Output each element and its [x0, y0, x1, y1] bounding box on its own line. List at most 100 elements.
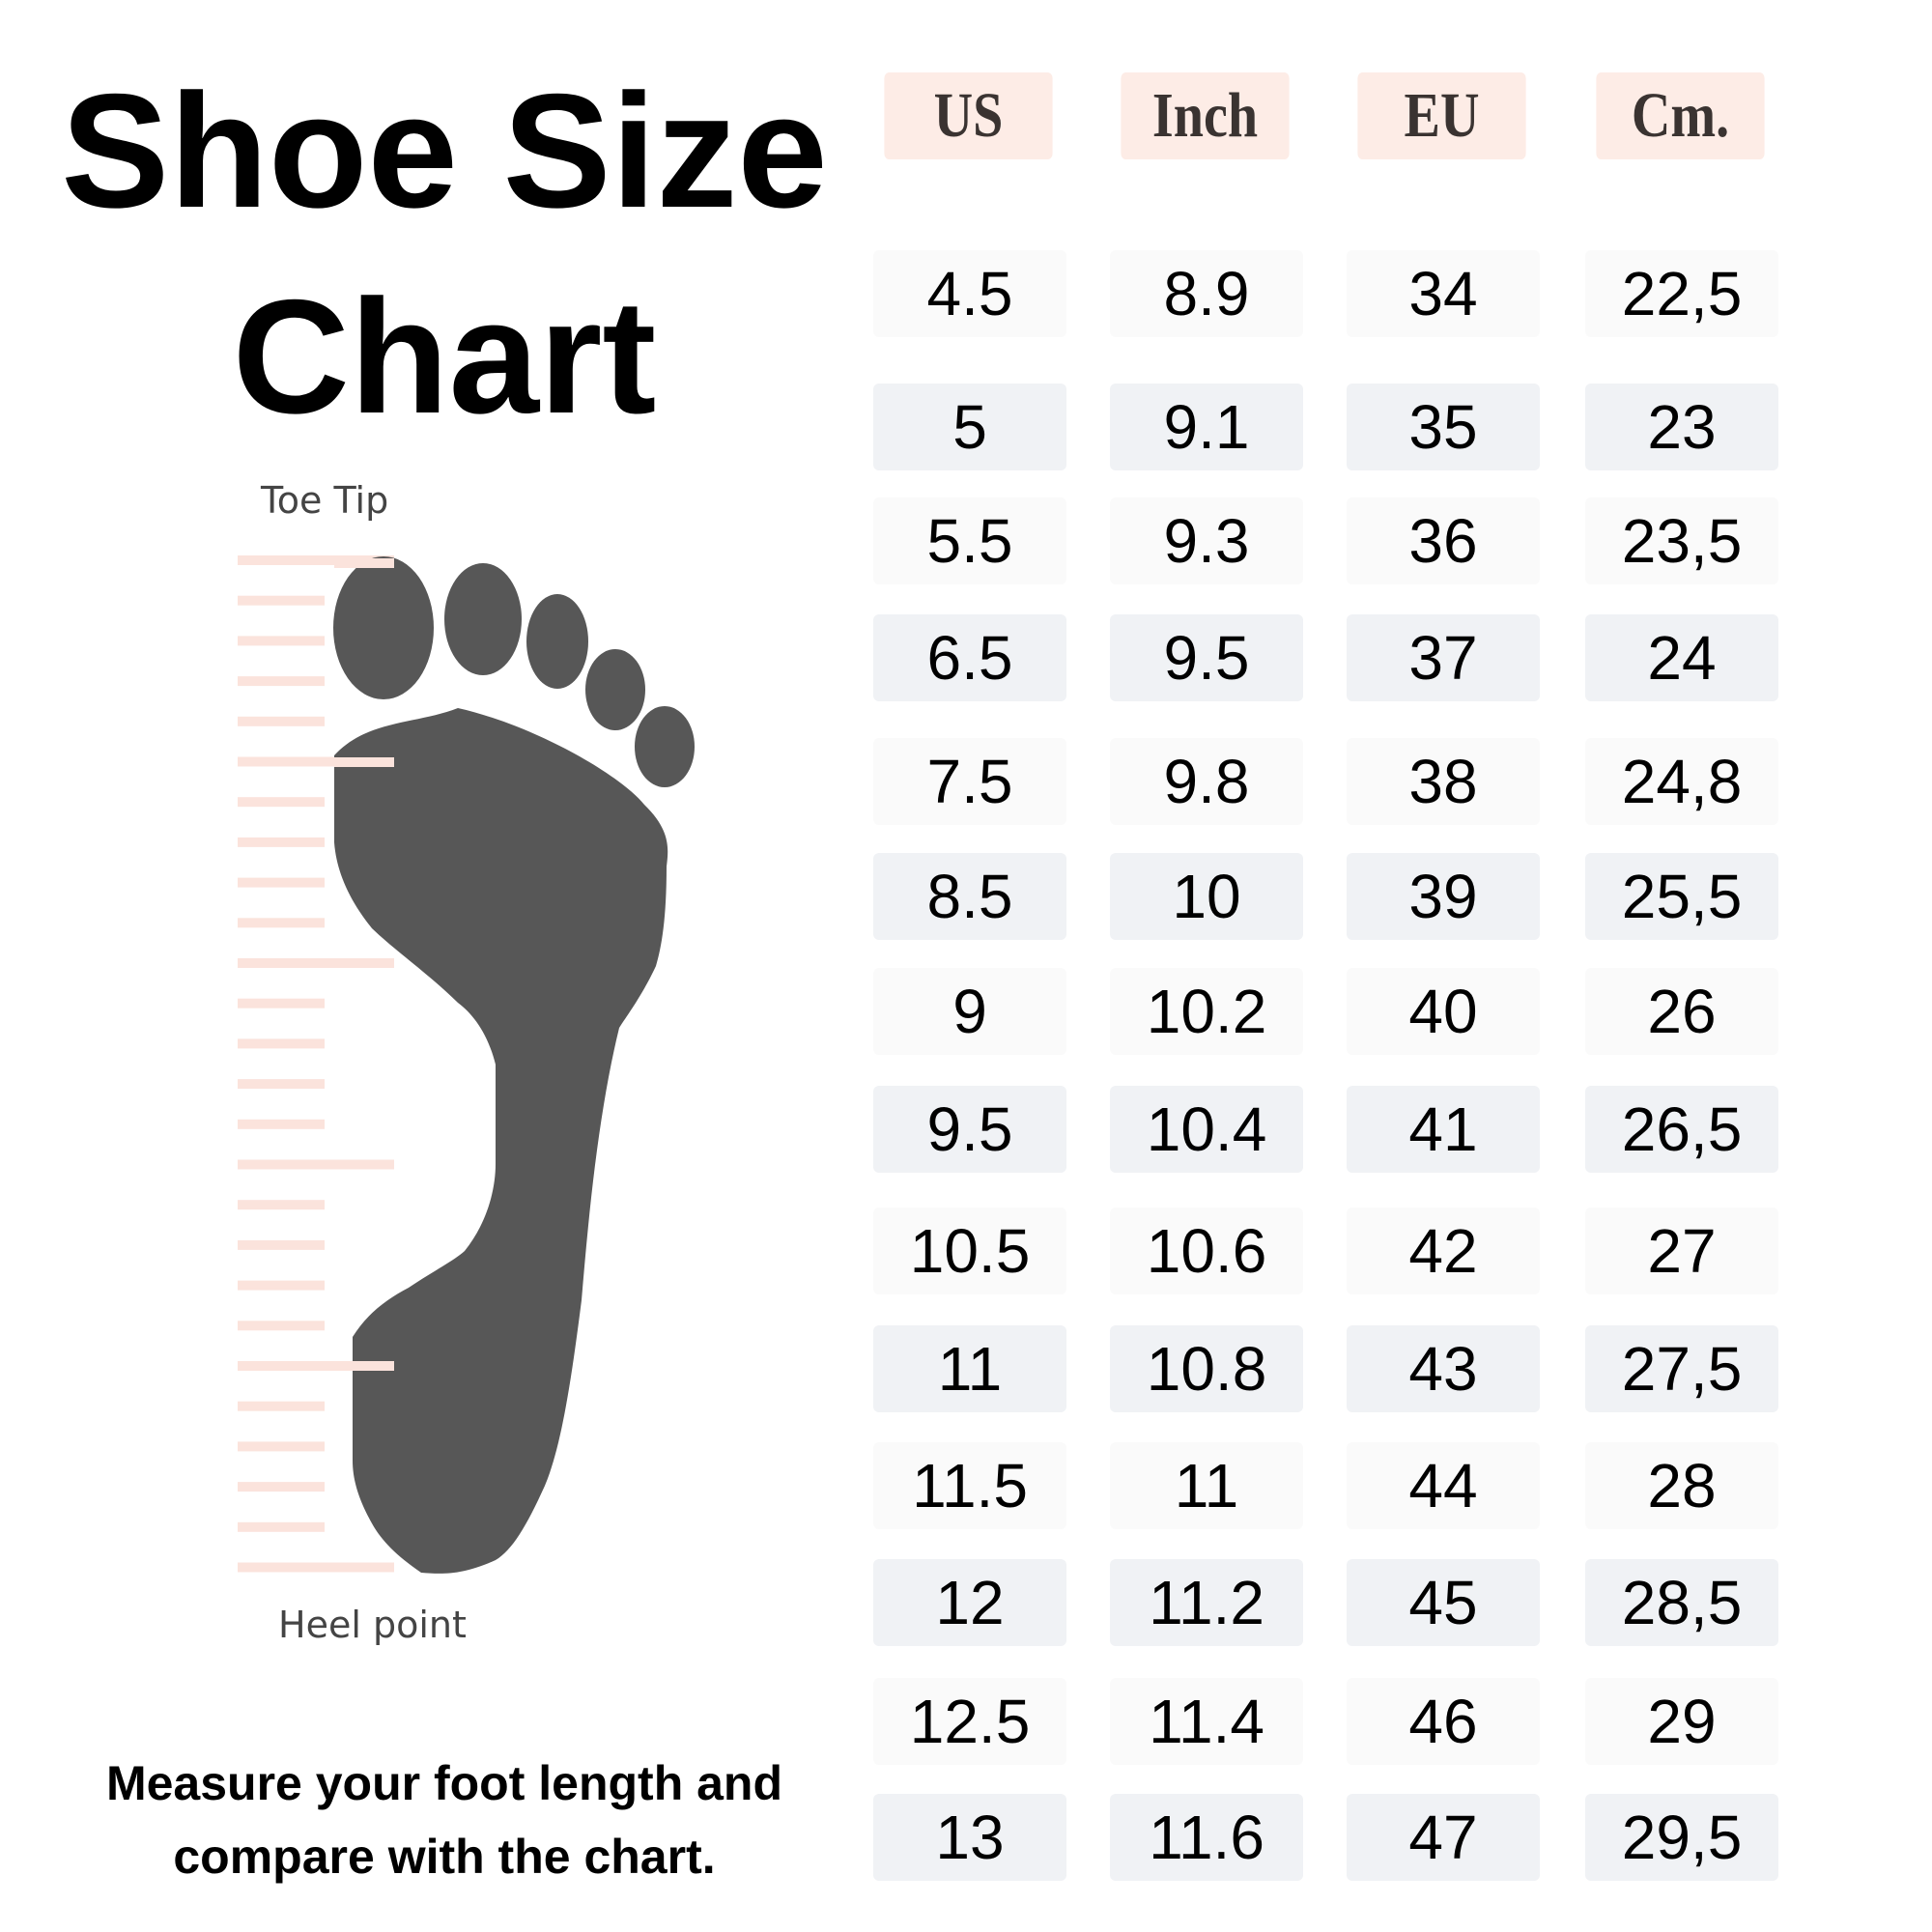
title-line-1: Shoe Size [61, 60, 828, 242]
sole [334, 708, 668, 1574]
table-cell: 34 [1347, 250, 1540, 337]
table-cell: 27 [1585, 1208, 1778, 1294]
table-cell: 25,5 [1585, 853, 1778, 940]
table-cell: 11.6 [1110, 1794, 1303, 1881]
table-cell: 7.5 [873, 738, 1066, 825]
ruler-tick [238, 1280, 325, 1291]
ruler-tick [238, 958, 394, 968]
ruler-tick [238, 1401, 325, 1411]
table-cell: 40 [1347, 968, 1540, 1055]
table-cell: 42 [1347, 1208, 1540, 1294]
big-toe [333, 556, 434, 699]
ruler [238, 555, 394, 1573]
ruler-tick [238, 837, 325, 847]
table-cell: 26 [1585, 968, 1778, 1055]
table-cell: 11 [1110, 1442, 1303, 1529]
table-cell: 8.9 [1110, 250, 1303, 337]
table-cell: 47 [1347, 1794, 1540, 1881]
table-cell: 29 [1585, 1678, 1778, 1765]
ruler-tick [238, 636, 325, 646]
table-cell: 28,5 [1585, 1559, 1778, 1646]
table-cell: 10.8 [1110, 1325, 1303, 1412]
toe-tip-marker [334, 558, 394, 568]
table-cell: 45 [1347, 1559, 1540, 1646]
ruler-tick [238, 877, 325, 888]
ruler-tick [238, 1038, 325, 1049]
ruler-tick [238, 716, 325, 726]
table-cell: 26,5 [1585, 1086, 1778, 1173]
table-cell: 35 [1347, 384, 1540, 470]
table-cell: 44 [1347, 1442, 1540, 1529]
table-cell: 10.2 [1110, 968, 1303, 1055]
table-cell: 5 [873, 384, 1066, 470]
ruler-tick [238, 918, 325, 928]
table-cell: 9.3 [1110, 497, 1303, 584]
ruler-tick [238, 1119, 325, 1129]
ruler-tick [238, 1521, 325, 1532]
toe-2 [444, 563, 522, 675]
header-eu: EU [1357, 72, 1526, 159]
table-cell: 29,5 [1585, 1794, 1778, 1881]
table-cell: 24,8 [1585, 738, 1778, 825]
table-cell: 38 [1347, 738, 1540, 825]
foot-icon [333, 556, 695, 1574]
table-cell: 4.5 [873, 250, 1066, 337]
toe-tip-label: Toe Tip [261, 479, 389, 522]
toe-3 [526, 594, 588, 689]
table-cell: 10.4 [1110, 1086, 1303, 1173]
table-cell: 11 [873, 1325, 1066, 1412]
table-cell: 39 [1347, 853, 1540, 940]
ruler-tick [238, 595, 325, 606]
ruler-tick [238, 676, 325, 687]
table-cell: 27,5 [1585, 1325, 1778, 1412]
ruler-tick [238, 998, 325, 1009]
ruler-tick [238, 1200, 325, 1210]
ruler-tick [238, 1482, 325, 1492]
table-cell: 41 [1347, 1086, 1540, 1173]
table-cell: 28 [1585, 1442, 1778, 1529]
ruler-tick [238, 797, 325, 808]
table-cell: 43 [1347, 1325, 1540, 1412]
table-cell: 8.5 [873, 853, 1066, 940]
title-line-2: Chart [232, 266, 657, 447]
ruler-tick [238, 1361, 394, 1371]
toe-4 [585, 649, 645, 730]
table-cell: 12.5 [873, 1678, 1066, 1765]
table-cell: 9.1 [1110, 384, 1303, 470]
table-cell: 5.5 [873, 497, 1066, 584]
instruction-line-2: compare with the chart. [173, 1830, 716, 1884]
table-cell: 24 [1585, 614, 1778, 701]
ruler-tick [238, 756, 394, 767]
table-cell: 6.5 [873, 614, 1066, 701]
foot-diagram [238, 555, 695, 1574]
table-cell: 9.5 [873, 1086, 1066, 1173]
ruler-tick [238, 1239, 325, 1250]
table-cell: 23,5 [1585, 497, 1778, 584]
table-cell: 22,5 [1585, 250, 1778, 337]
table-cell: 9.8 [1110, 738, 1303, 825]
table-cell: 12 [873, 1559, 1066, 1646]
ruler-marker [353, 1361, 394, 1371]
table-cell: 11.5 [873, 1442, 1066, 1529]
table-cell: 11.2 [1110, 1559, 1303, 1646]
ruler-tick [238, 1079, 325, 1090]
ruler-tick [238, 1321, 325, 1331]
heel-point-label: Heel point [278, 1604, 467, 1646]
table-cell: 10.5 [873, 1208, 1066, 1294]
ruler-marker [334, 757, 394, 767]
toe-5 [635, 706, 695, 787]
header-cm: Cm. [1596, 72, 1765, 159]
table-cell: 37 [1347, 614, 1540, 701]
ruler-tick [238, 1562, 394, 1573]
table-cell: 10.6 [1110, 1208, 1303, 1294]
instruction-text: Measure your foot length and compare wit… [19, 1747, 869, 1893]
header-inch: Inch [1121, 72, 1290, 159]
header-us: US [884, 72, 1053, 159]
ruler-tick [238, 555, 394, 565]
ruler-tick [238, 1441, 325, 1452]
table-cell: 9 [873, 968, 1066, 1055]
ruler-tick [238, 1159, 394, 1170]
table-cell: 36 [1347, 497, 1540, 584]
table-cell: 11.4 [1110, 1678, 1303, 1765]
table-cell: 10 [1110, 853, 1303, 940]
